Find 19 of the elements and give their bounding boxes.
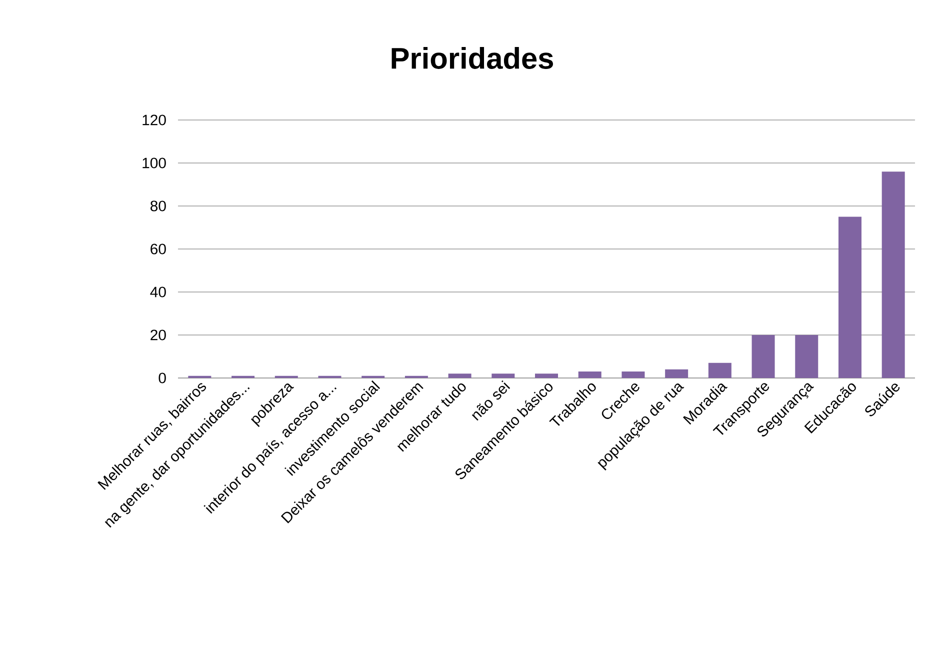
y-tick-label: 80 (150, 200, 166, 212)
bar (752, 334, 775, 378)
y-tick-label: 60 (150, 244, 166, 254)
bar (795, 334, 818, 378)
y-tick-label: 40 (150, 286, 166, 298)
bar (665, 369, 688, 378)
y-tick-label: 100 (142, 158, 166, 168)
bar (622, 372, 645, 378)
bar (882, 172, 905, 378)
bar (708, 362, 732, 378)
bar (448, 374, 472, 378)
bar (578, 372, 602, 378)
chart-title: Prioridades (392, 47, 553, 69)
y-tick-label: 0 (158, 372, 166, 384)
y-tick-label: 20 (150, 330, 166, 340)
bar (492, 374, 515, 378)
bar (838, 216, 862, 378)
y-tick-label: 120 (142, 114, 166, 126)
bar (535, 374, 558, 378)
